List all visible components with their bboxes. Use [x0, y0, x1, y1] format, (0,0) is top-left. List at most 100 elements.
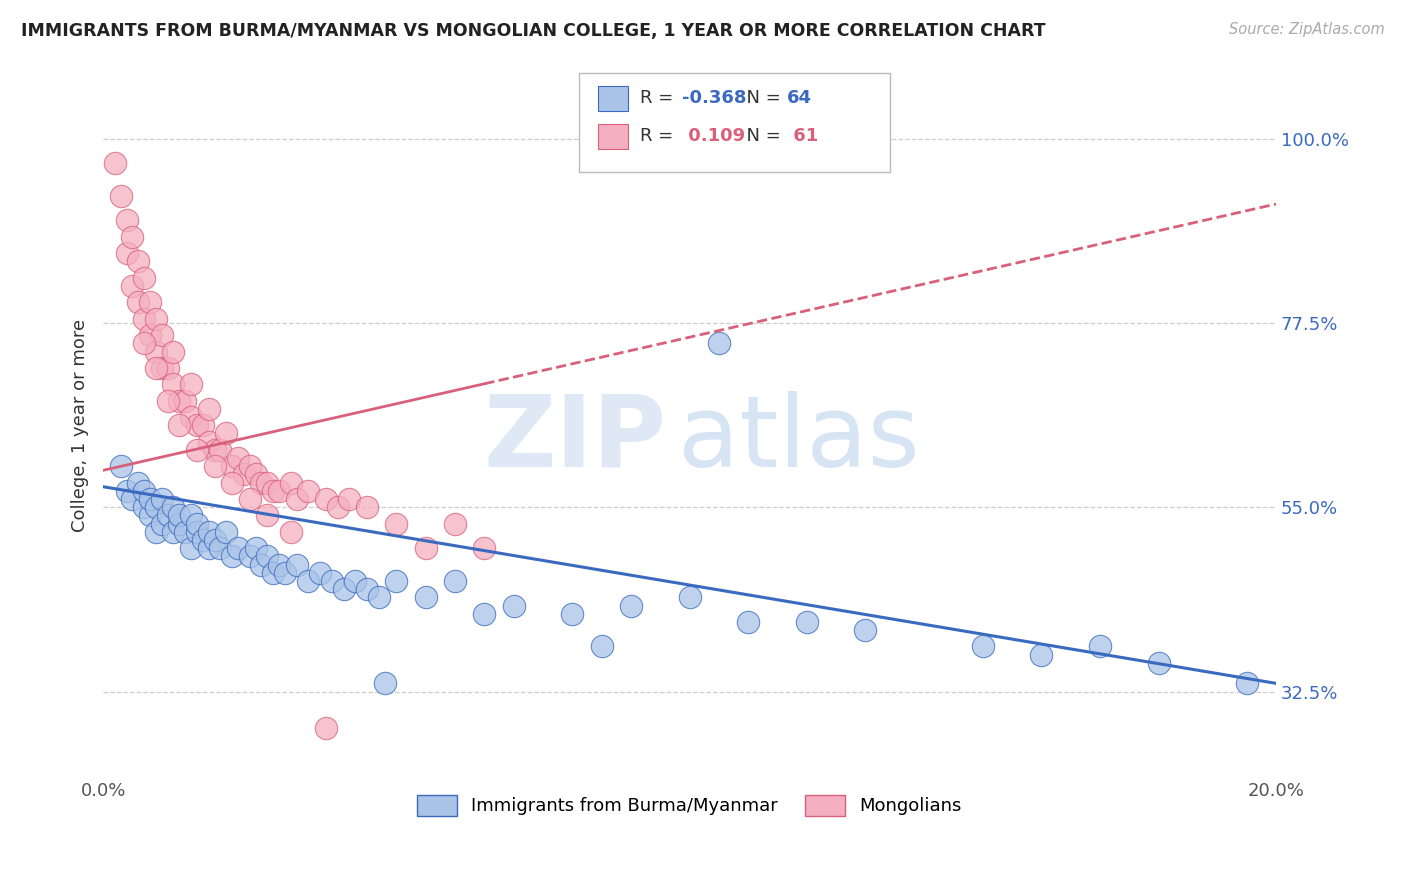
Point — [215, 426, 238, 441]
Point — [121, 230, 143, 244]
Point — [221, 475, 243, 490]
Point — [274, 566, 297, 580]
Point — [245, 541, 267, 556]
Point — [245, 467, 267, 482]
Point — [620, 599, 643, 613]
Point — [280, 524, 302, 539]
Point — [472, 607, 495, 621]
Text: R =: R = — [640, 128, 679, 145]
Point — [145, 360, 167, 375]
Point — [561, 607, 583, 621]
Point — [186, 442, 208, 457]
Point — [855, 623, 877, 637]
Point — [121, 279, 143, 293]
Point — [180, 508, 202, 523]
Point — [385, 574, 408, 588]
Point — [156, 360, 179, 375]
Point — [169, 393, 191, 408]
Text: IMMIGRANTS FROM BURMA/MYANMAR VS MONGOLIAN COLLEGE, 1 YEAR OR MORE CORRELATION C: IMMIGRANTS FROM BURMA/MYANMAR VS MONGOLI… — [21, 22, 1046, 40]
Point — [239, 459, 262, 474]
Point — [339, 491, 361, 506]
Text: 0.109: 0.109 — [682, 128, 745, 145]
Text: N =: N = — [735, 128, 787, 145]
Point — [197, 541, 219, 556]
Point — [737, 615, 759, 629]
Point — [139, 491, 162, 506]
Point — [156, 393, 179, 408]
Point — [502, 599, 524, 613]
Point — [374, 676, 396, 690]
Point — [321, 574, 343, 588]
Point — [127, 475, 149, 490]
Point — [150, 328, 173, 343]
Point — [326, 500, 349, 515]
Point — [191, 418, 214, 433]
Point — [444, 516, 467, 531]
Point — [226, 541, 249, 556]
Point — [110, 459, 132, 474]
Point — [267, 483, 290, 498]
Point — [1088, 640, 1111, 654]
Point — [174, 524, 197, 539]
Point — [115, 246, 138, 260]
Point — [472, 541, 495, 556]
Point — [134, 336, 156, 351]
Point — [162, 377, 184, 392]
Point — [134, 500, 156, 515]
Point — [156, 508, 179, 523]
Point — [134, 483, 156, 498]
Point — [256, 475, 278, 490]
Point — [262, 566, 284, 580]
Point — [591, 640, 613, 654]
Point — [415, 591, 437, 605]
Point — [150, 360, 173, 375]
Point — [256, 549, 278, 564]
Point — [297, 574, 319, 588]
Point — [221, 459, 243, 474]
Point — [280, 475, 302, 490]
Point — [169, 516, 191, 531]
Point — [315, 491, 337, 506]
Point — [145, 311, 167, 326]
Point — [127, 254, 149, 268]
Point — [707, 336, 730, 351]
Point — [1236, 676, 1258, 690]
Point — [1147, 656, 1170, 670]
Text: atlas: atlas — [678, 391, 920, 488]
Point — [145, 344, 167, 359]
Point — [444, 574, 467, 588]
Point — [162, 344, 184, 359]
Point — [204, 533, 226, 547]
Text: ZIP: ZIP — [484, 391, 666, 488]
Point — [344, 574, 367, 588]
Point — [197, 524, 219, 539]
Point — [356, 582, 378, 596]
Point — [332, 582, 354, 596]
Point — [285, 558, 308, 572]
Point — [209, 541, 232, 556]
Point — [197, 401, 219, 416]
Point — [180, 377, 202, 392]
Y-axis label: College, 1 year or more: College, 1 year or more — [72, 318, 89, 532]
Point — [209, 442, 232, 457]
Point — [796, 615, 818, 629]
Text: N =: N = — [735, 89, 787, 107]
Point — [285, 491, 308, 506]
Point — [232, 467, 254, 482]
Point — [162, 524, 184, 539]
Point — [139, 328, 162, 343]
Point — [191, 533, 214, 547]
Point — [215, 524, 238, 539]
Point — [356, 500, 378, 515]
Point — [104, 156, 127, 170]
Point — [110, 189, 132, 203]
Point — [145, 500, 167, 515]
Point — [367, 591, 389, 605]
Point — [186, 516, 208, 531]
Point — [134, 311, 156, 326]
Point — [169, 418, 191, 433]
Point — [115, 213, 138, 227]
Point — [262, 483, 284, 498]
Point — [204, 459, 226, 474]
Point — [226, 450, 249, 465]
